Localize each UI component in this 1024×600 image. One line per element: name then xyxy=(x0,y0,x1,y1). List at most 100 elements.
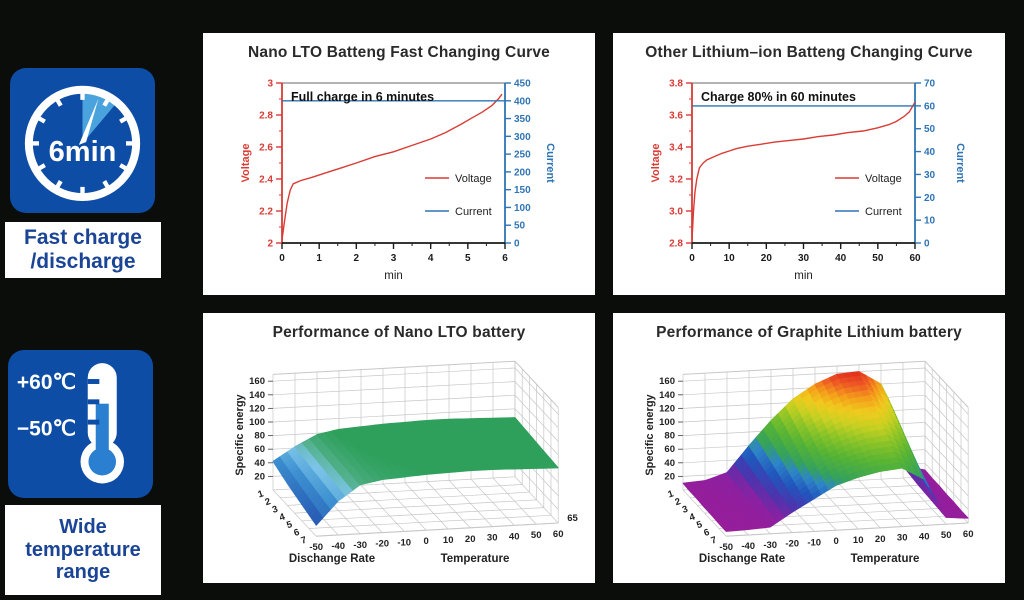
svg-text:3.2: 3.2 xyxy=(669,175,683,186)
svg-text:60: 60 xyxy=(909,253,921,264)
svg-text:3: 3 xyxy=(271,504,279,516)
svg-text:0: 0 xyxy=(834,536,839,547)
svg-text:2: 2 xyxy=(674,496,682,508)
temperature-caption: Wide temperature range xyxy=(5,505,161,595)
svg-text:250: 250 xyxy=(514,150,531,161)
svg-text:Charge 80% in 60 minutes: Charge 80% in 60 minutes xyxy=(701,90,856,104)
svg-text:0: 0 xyxy=(924,239,930,250)
svg-text:0: 0 xyxy=(424,536,429,547)
svg-text:-50: -50 xyxy=(309,542,323,553)
svg-text:min: min xyxy=(794,270,813,282)
svg-text:30: 30 xyxy=(487,533,498,544)
svg-text:Dischange Rate: Dischange Rate xyxy=(289,553,375,565)
svg-text:7: 7 xyxy=(710,535,718,547)
svg-text:Temperature: Temperature xyxy=(441,553,510,565)
svg-text:50: 50 xyxy=(514,221,526,232)
nano-lto-charging-chart: 22.22.42.62.8305010015020025030035040045… xyxy=(240,79,556,283)
svg-text:40: 40 xyxy=(835,253,847,264)
thermometer-notches xyxy=(87,379,100,425)
svg-text:100: 100 xyxy=(514,203,531,214)
svg-text:6: 6 xyxy=(292,527,300,539)
svg-text:Current: Current xyxy=(865,206,902,218)
svg-text:4: 4 xyxy=(428,253,434,264)
chart-panel-other-liion-charging: Other Lithium–ion Batteng Changing Curve… xyxy=(613,33,1005,295)
svg-text:140: 140 xyxy=(659,390,675,401)
svg-text:3.8: 3.8 xyxy=(669,79,683,90)
svg-text:Full charge in 6 minutes: Full charge in 6 minutes xyxy=(291,90,434,104)
svg-text:120: 120 xyxy=(659,403,675,414)
svg-text:0: 0 xyxy=(689,253,695,264)
svg-text:2.8: 2.8 xyxy=(669,239,683,250)
svg-text:30: 30 xyxy=(897,533,908,544)
temperature-badge: +60℃ −50℃ xyxy=(8,350,153,498)
svg-text:450: 450 xyxy=(514,79,531,90)
svg-text:2: 2 xyxy=(354,253,360,264)
svg-text:40: 40 xyxy=(509,531,520,542)
chart-title: Other Lithium–ion Batteng Changing Curve xyxy=(645,44,973,61)
chart-panel-nano-lto-charging: Nano LTO Batteng Fast Changing Curve 2 2.… xyxy=(203,33,595,295)
svg-text:Current: Current xyxy=(455,206,492,218)
chart-panel-graphite-performance: Performance of Graphite Lithium battery … xyxy=(613,313,1005,583)
svg-text:2: 2 xyxy=(264,496,272,508)
svg-text:40: 40 xyxy=(919,531,930,542)
svg-text:3: 3 xyxy=(391,253,397,264)
caption-line: Wide xyxy=(59,516,107,539)
svg-text:70: 70 xyxy=(924,79,936,90)
caption-line: /discharge xyxy=(30,250,136,273)
svg-text:Dischange Rate: Dischange Rate xyxy=(699,553,785,565)
svg-text:30: 30 xyxy=(924,170,936,181)
svg-text:10: 10 xyxy=(724,253,736,264)
svg-text:-30: -30 xyxy=(353,540,367,551)
svg-text:Current: Current xyxy=(954,143,966,183)
svg-text:20: 20 xyxy=(875,534,886,545)
fast-charge-caption: Fast charge /discharge xyxy=(5,222,161,278)
svg-text:6: 6 xyxy=(502,253,508,264)
svg-text:50: 50 xyxy=(872,253,884,264)
svg-text:-10: -10 xyxy=(397,537,411,548)
other-liion-charging-chart: 2.8 3.0 3.2 3.4 3.6 3.8 0 10 20 30 40 50 60 70 0 10 20 30… xyxy=(650,79,966,283)
svg-text:160: 160 xyxy=(659,376,675,387)
chart-title: Performance of Graphite Lithium battery xyxy=(656,324,962,341)
svg-text:-20: -20 xyxy=(375,539,389,550)
svg-text:100: 100 xyxy=(659,417,675,428)
svg-text:-50: -50 xyxy=(719,542,733,553)
svg-text:Voltage: Voltage xyxy=(865,173,902,185)
svg-text:Current: Current xyxy=(544,143,556,183)
svg-text:0: 0 xyxy=(279,253,285,264)
caption-line: temperature xyxy=(25,538,141,561)
svg-text:10: 10 xyxy=(924,216,936,227)
svg-text:65: 65 xyxy=(567,513,578,524)
clock-ticks xyxy=(28,89,137,198)
svg-text:4: 4 xyxy=(688,511,697,523)
svg-text:50: 50 xyxy=(531,530,542,541)
svg-text:300: 300 xyxy=(514,132,531,143)
svg-text:20: 20 xyxy=(465,534,476,545)
svg-text:1: 1 xyxy=(316,253,322,264)
svg-text:Specific energy: Specific energy xyxy=(234,393,246,475)
svg-text:60: 60 xyxy=(924,101,936,112)
svg-text:60: 60 xyxy=(664,444,675,455)
temp-high-label: +60℃ xyxy=(17,371,76,394)
svg-text:-10: -10 xyxy=(807,537,821,548)
svg-text:60: 60 xyxy=(254,444,265,455)
svg-text:7: 7 xyxy=(300,535,308,547)
svg-text:40: 40 xyxy=(664,458,675,469)
svg-text:3.0: 3.0 xyxy=(669,207,683,218)
svg-text:10: 10 xyxy=(853,535,864,546)
thermometer-icon: +60℃ −50℃ xyxy=(17,363,124,484)
chart-panel-nano-lto-performance: Performance of Nano LTO battery 20 40 60 80… xyxy=(203,313,595,583)
svg-text:5: 5 xyxy=(465,253,471,264)
caption-line: range xyxy=(55,561,111,584)
svg-text:80: 80 xyxy=(664,431,675,442)
svg-text:4: 4 xyxy=(278,511,287,523)
svg-text:20: 20 xyxy=(924,193,936,204)
svg-text:80: 80 xyxy=(254,431,265,442)
svg-text:Specific energy: Specific energy xyxy=(644,393,656,475)
svg-text:2.2: 2.2 xyxy=(259,207,273,218)
svg-text:40: 40 xyxy=(254,458,265,469)
svg-text:40: 40 xyxy=(924,147,936,158)
svg-text:Voltage: Voltage xyxy=(240,144,252,183)
svg-text:2: 2 xyxy=(267,239,273,250)
svg-text:3: 3 xyxy=(267,79,273,90)
